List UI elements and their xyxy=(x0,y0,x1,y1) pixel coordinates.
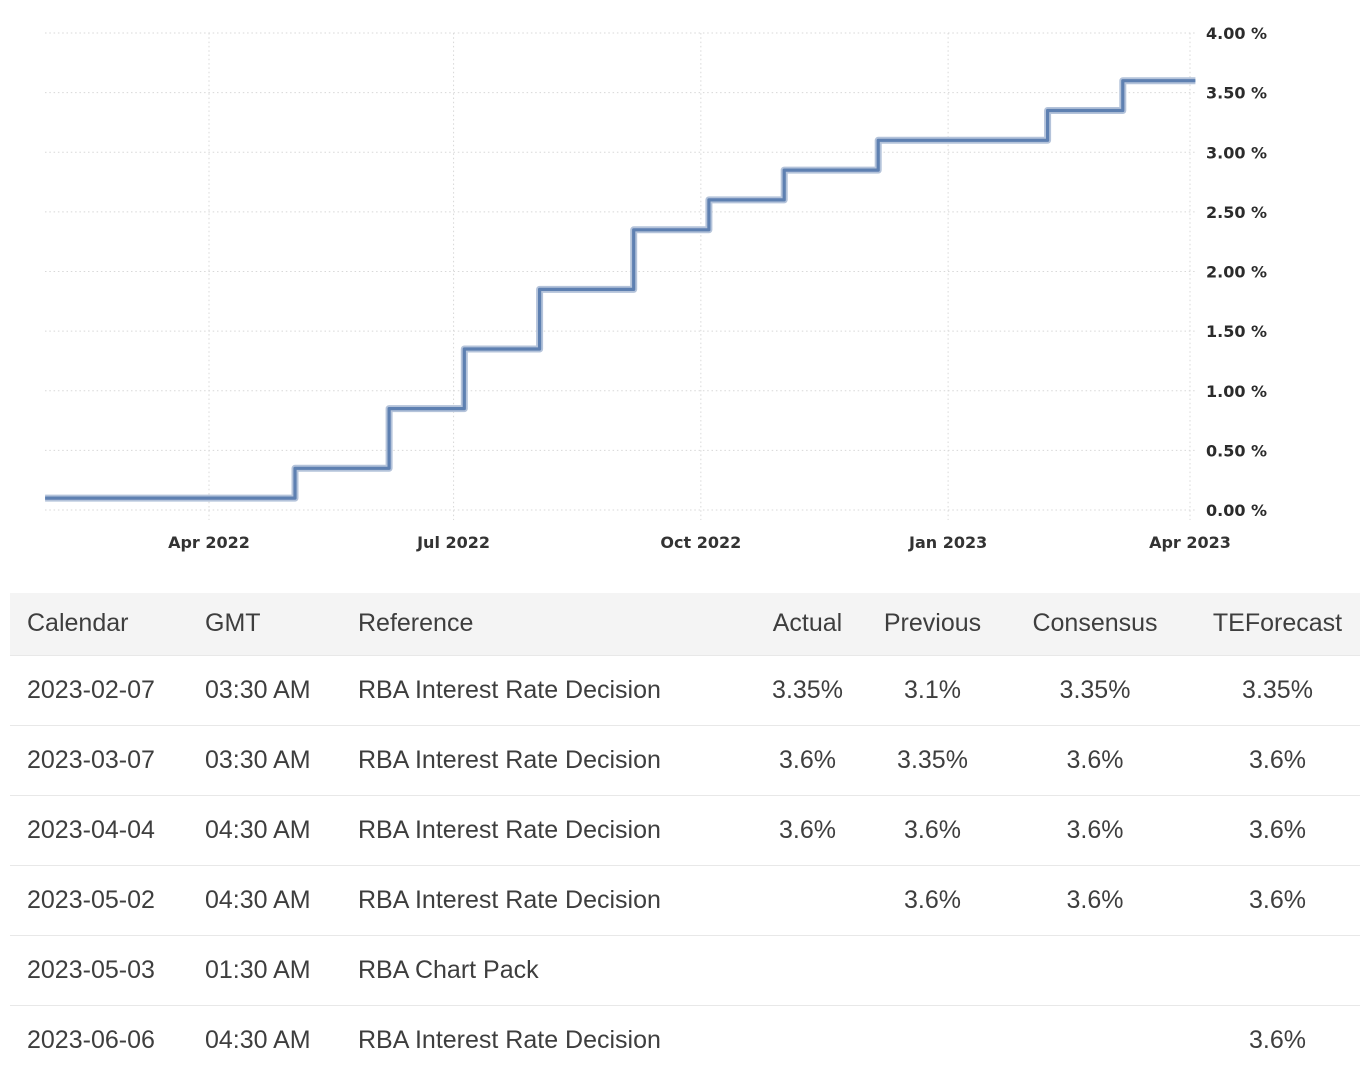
cell-calendar-date: 2023-04-04 xyxy=(27,815,155,844)
x-axis-tick-label: Apr 2022 xyxy=(168,533,250,552)
cell-gmt-time: 03:30 AM xyxy=(205,745,311,774)
x-axis-tick-label: Jul 2022 xyxy=(416,533,490,552)
cell-gmt-time: 04:30 AM xyxy=(205,1025,311,1054)
cell-consensus xyxy=(995,935,1195,1005)
column-header-previous: Previous xyxy=(883,609,982,638)
cell-previous xyxy=(870,935,995,1005)
cell-actual xyxy=(745,1005,870,1075)
y-axis-tick-label: 0.00 % xyxy=(1206,501,1267,520)
cell-reference: RBA Interest Rate Decision xyxy=(358,1025,661,1054)
column-header-gmt: GMT xyxy=(205,609,261,638)
cell-reference: RBA Interest Rate Decision xyxy=(358,815,661,844)
cell-teforecast: 3.6% xyxy=(1249,1025,1306,1054)
cell-calendar-date: 2023-05-03 xyxy=(27,955,155,984)
cell-gmt-time: 04:30 AM xyxy=(205,815,311,844)
calendar-event-row[interactable]: 2023-06-06 04:30 AM RBA Interest Rate Deci… xyxy=(10,1005,1360,1075)
y-axis-tick-label: 2.50 % xyxy=(1206,203,1267,222)
column-header-teforecast: TEForecast xyxy=(1212,609,1343,638)
cell-teforecast xyxy=(1195,935,1360,1005)
cell-teforecast: 3.6% xyxy=(1249,885,1306,914)
rate-step-line xyxy=(45,79,1196,500)
calendar-event-row[interactable]: 2023-02-07 03:30 AM RBA Interest Rate Deci… xyxy=(10,655,1360,725)
calendar-event-row[interactable]: 2023-04-04 04:30 AM RBA Interest Rate Deci… xyxy=(10,795,1360,865)
table-header-row: Calendar GMT Reference Actual Previous Consen… xyxy=(10,593,1360,655)
cell-teforecast: 3.6% xyxy=(1249,815,1306,844)
calendar-event-row[interactable]: 2023-03-07 03:30 AM RBA Interest Rate Deci… xyxy=(10,725,1360,795)
cell-consensus: 3.6% xyxy=(1066,885,1124,914)
cell-reference: RBA Interest Rate Decision xyxy=(358,745,661,774)
y-axis-tick-label: 2.00 % xyxy=(1206,263,1267,282)
cell-actual xyxy=(745,935,870,1005)
y-axis-tick-label: 3.50 % xyxy=(1206,84,1267,103)
y-axis-tick-label: 4.00 % xyxy=(1206,24,1267,43)
calendar-event-row[interactable]: 2023-05-02 04:30 AM RBA Interest Rate Deci… xyxy=(10,865,1360,935)
cell-previous xyxy=(870,1005,995,1075)
cell-calendar-date: 2023-06-06 xyxy=(27,1025,155,1054)
cell-reference: RBA Interest Rate Decision xyxy=(358,885,661,914)
y-axis-tick-label: 0.50 % xyxy=(1206,441,1267,460)
cell-gmt-time: 03:30 AM xyxy=(205,675,311,704)
cell-teforecast: 3.6% xyxy=(1249,745,1306,774)
cell-consensus xyxy=(995,1005,1195,1075)
cell-consensus: 3.6% xyxy=(1066,815,1124,844)
column-header-actual: Actual xyxy=(772,609,843,638)
column-header-reference: Reference xyxy=(358,609,474,638)
cell-teforecast: 3.35% xyxy=(1242,675,1313,704)
column-header-calendar: Calendar xyxy=(27,609,129,638)
cell-actual: 3.35% xyxy=(772,675,843,704)
cell-reference: RBA Chart Pack xyxy=(358,955,539,984)
cell-previous: 3.35% xyxy=(897,745,968,774)
cell-actual xyxy=(745,865,870,935)
cell-previous: 3.1% xyxy=(904,675,961,704)
cell-calendar-date: 2023-05-02 xyxy=(27,885,155,914)
cell-gmt-time: 04:30 AM xyxy=(205,885,311,914)
x-axis-tick-label: Jan 2023 xyxy=(908,533,987,552)
cell-actual: 3.6% xyxy=(779,815,836,844)
y-axis-tick-label: 3.00 % xyxy=(1206,143,1267,162)
column-header-consensus: Consensus xyxy=(1032,609,1158,638)
cell-previous: 3.6% xyxy=(904,885,961,914)
cell-calendar-date: 2023-02-07 xyxy=(27,675,155,704)
y-axis-tick-label: 1.00 % xyxy=(1206,382,1267,401)
x-axis-tick-label: Oct 2022 xyxy=(660,533,741,552)
calendar-event-row[interactable]: 2023-05-03 01:30 AM RBA Chart Pack xyxy=(10,935,1360,1005)
cell-reference: RBA Interest Rate Decision xyxy=(358,675,661,704)
cell-consensus: 3.35% xyxy=(1059,675,1131,704)
cell-gmt-time: 01:30 AM xyxy=(205,955,311,984)
step-line-chart-svg: 4.00 % 3.50 % 3.00 % 2.50 % 2.00 % 1.50 % 1.00… xyxy=(45,24,1267,552)
x-axis-tick-label: Apr 2023 xyxy=(1149,533,1231,552)
cell-consensus: 3.6% xyxy=(1066,745,1124,774)
cell-previous: 3.6% xyxy=(904,815,961,844)
interest-rate-chart: 4.00 % 3.50 % 3.00 % 2.50 % 2.00 % 1.50 % 1.00… xyxy=(45,24,1267,552)
y-axis-tick-label: 1.50 % xyxy=(1206,322,1267,341)
economic-calendar-table: Calendar GMT Reference Actual Previous Consen… xyxy=(10,593,1360,1075)
cell-actual: 3.6% xyxy=(779,745,836,774)
cell-calendar-date: 2023-03-07 xyxy=(27,745,155,774)
